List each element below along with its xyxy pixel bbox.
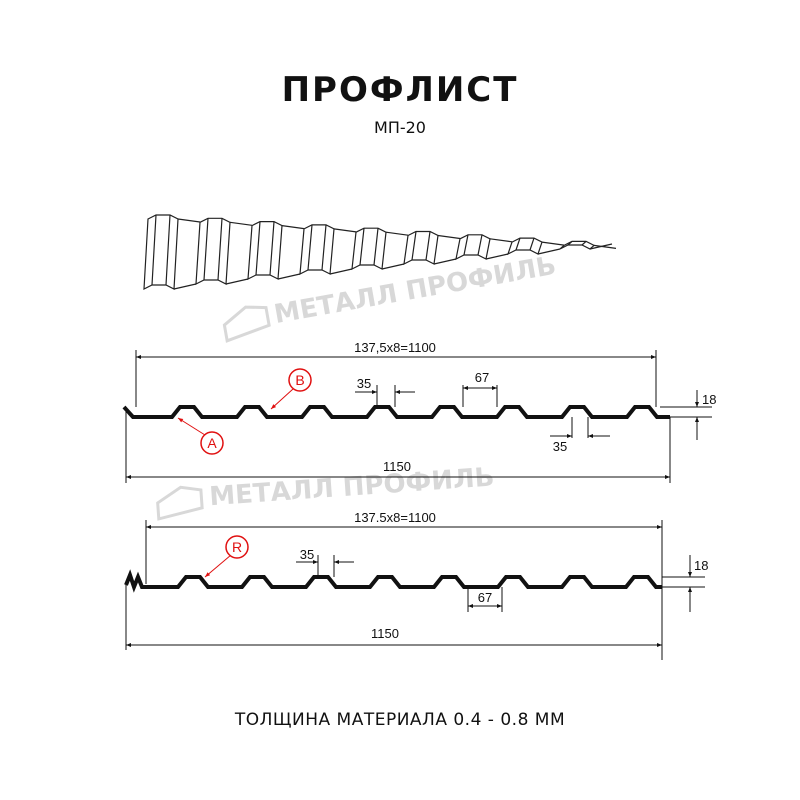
profile-a-outline bbox=[122, 405, 670, 419]
sheet-rib bbox=[247, 221, 283, 281]
material-thickness-note: ТОЛЩИНА МАТЕРИАЛА 0.4 - 0.8 ММ bbox=[234, 710, 566, 730]
sheet-edge bbox=[567, 240, 617, 250]
callout-a: A bbox=[177, 417, 224, 455]
callout-b: B bbox=[270, 368, 312, 410]
sheet-rib bbox=[506, 237, 543, 256]
profile-b-top-dim: 35 bbox=[300, 547, 314, 562]
profile-a-top-dim: 35 bbox=[357, 376, 371, 391]
svg-text:B: B bbox=[295, 372, 304, 388]
page-subtitle: МП-20 bbox=[374, 118, 426, 137]
profile-a-height-dim: 18 bbox=[702, 392, 716, 407]
sheet-rib bbox=[299, 224, 335, 276]
profile-b-outline bbox=[124, 569, 662, 593]
profile-b-pitch-dim: 137.5x8=1100 bbox=[354, 510, 436, 525]
profile-a-lower-dim: 35 bbox=[553, 439, 567, 454]
profile-b-width-dim: 1150 bbox=[371, 626, 399, 641]
sheet-rib bbox=[351, 227, 387, 271]
profile-b-dimensions bbox=[125, 520, 705, 660]
profile-a-bottom-dim: 67 bbox=[475, 370, 489, 385]
sheet-edge bbox=[151, 214, 201, 290]
svg-text:A: A bbox=[207, 435, 217, 451]
watermark-2: МЕТАЛЛ ПРОФИЛЬ bbox=[156, 462, 495, 521]
callout-r: R bbox=[204, 535, 249, 578]
sheet-edge bbox=[515, 237, 565, 255]
sheet-edge bbox=[203, 218, 253, 285]
sheet-edge bbox=[359, 228, 409, 270]
sheet-rib bbox=[143, 214, 179, 290]
page-title: ПРОФЛИСТ bbox=[281, 70, 519, 110]
profile-a-width-dim: 1150 bbox=[383, 459, 411, 474]
sheet-rib bbox=[195, 217, 231, 286]
sheet-rib bbox=[403, 230, 439, 266]
sheet-rib bbox=[559, 240, 596, 250]
sheet-edge bbox=[255, 221, 305, 280]
profile-b-height-dim: 18 bbox=[694, 558, 708, 573]
svg-text:МЕТАЛЛ ПРОФИЛЬ: МЕТАЛЛ ПРОФИЛЬ bbox=[208, 462, 495, 512]
profile-b-bottom-dim: 67 bbox=[478, 590, 492, 605]
profile-a-dimensions bbox=[125, 350, 712, 483]
sheet-3d-view bbox=[143, 214, 617, 290]
sheet-edge bbox=[463, 234, 513, 260]
sheet-edge bbox=[411, 231, 461, 265]
profile-a-pitch-dim: 137,5x8=1100 bbox=[354, 340, 436, 355]
svg-text:R: R bbox=[232, 539, 242, 555]
sheet-edge bbox=[307, 224, 357, 275]
sheet-rib bbox=[455, 234, 491, 261]
